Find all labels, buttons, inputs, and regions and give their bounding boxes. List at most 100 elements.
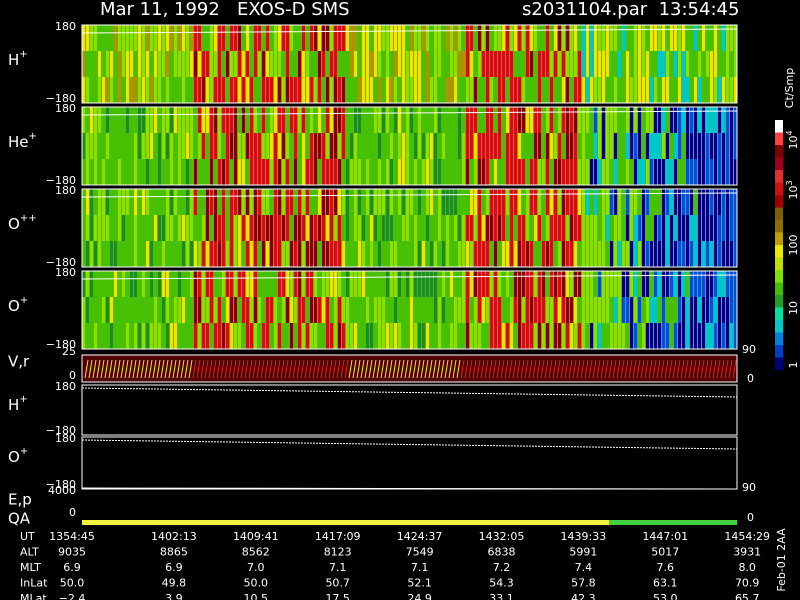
spectrogram-cell <box>126 77 129 104</box>
spectrogram-cell <box>434 77 437 104</box>
spectrogram-cell <box>698 107 701 134</box>
spectrogram-cell <box>642 77 645 104</box>
spectrogram-cell <box>594 241 597 268</box>
spectrogram-cell <box>430 241 433 268</box>
spectrogram-cell <box>110 77 113 104</box>
spectrogram-cell <box>362 107 365 134</box>
spectrogram-cell <box>358 107 361 134</box>
panel-label-base: H <box>8 51 19 69</box>
spectrogram-cell <box>354 297 357 324</box>
spectrogram-cell <box>226 241 229 268</box>
trace <box>81 274 738 280</box>
spectrogram-cell <box>174 297 177 324</box>
spectrogram-cell <box>198 215 201 242</box>
vr-tick <box>376 359 381 379</box>
spectrogram-cell <box>298 241 301 268</box>
spectrogram-cell <box>246 297 249 324</box>
spectrogram-cell <box>366 159 369 186</box>
spectrogram-cell <box>110 51 113 78</box>
spectrogram-cell <box>262 241 265 268</box>
spectrogram-cell <box>90 297 93 324</box>
spectrogram-cell <box>522 133 525 160</box>
spectrogram-cell <box>702 241 705 268</box>
vr-tick <box>320 359 325 379</box>
spectrogram-cell <box>254 297 257 324</box>
spectrogram-cell <box>214 297 217 324</box>
spectrogram-cell <box>678 25 681 52</box>
spectrogram-cell <box>238 77 241 104</box>
spectrogram-cell <box>718 159 721 186</box>
spectrogram-cell <box>382 215 385 242</box>
spectrogram-cell <box>350 25 353 52</box>
vr-tick <box>648 359 653 379</box>
spectrogram-cell <box>670 271 673 298</box>
spectrogram-cell <box>230 107 233 134</box>
spectrogram-cell <box>422 215 425 242</box>
spectrogram-cell <box>694 297 697 324</box>
vr-tick <box>516 359 521 379</box>
spectrogram-cell <box>306 133 309 160</box>
spectrogram-cell <box>594 271 597 298</box>
spectrogram-cell <box>538 159 541 186</box>
vr-tick <box>124 359 129 379</box>
spectrogram-cell <box>486 297 489 324</box>
spectrogram-cell <box>210 77 213 104</box>
spectrogram-cell <box>198 271 201 298</box>
vr-tick <box>424 359 429 379</box>
spectrogram-cell <box>482 77 485 104</box>
spectrogram-cell <box>382 189 385 216</box>
spectrogram-cell <box>718 215 721 242</box>
spectrogram-cell <box>526 241 529 268</box>
spectrogram-cell <box>390 133 393 160</box>
spectrogram-cell <box>446 51 449 78</box>
spectrogram-cell <box>602 189 605 216</box>
spectrogram-cell <box>362 189 365 216</box>
vr-tick <box>108 359 113 379</box>
spectrogram-cell <box>342 271 345 298</box>
spectrogram-cell <box>582 189 585 216</box>
spectrogram-cell <box>366 271 369 298</box>
spectrogram-cell <box>650 77 653 104</box>
spectrogram-cell <box>694 25 697 52</box>
spectrogram-cell <box>134 159 137 186</box>
spectrogram-cell <box>526 25 529 52</box>
colorbar-cell <box>775 182 783 195</box>
spectrogram-cell <box>622 241 625 268</box>
spectrogram-cell <box>462 25 465 52</box>
spectrogram-cell <box>470 271 473 298</box>
spectrogram-cell <box>218 133 221 160</box>
spectrogram-cell <box>86 159 89 186</box>
spectrogram-cell <box>338 323 341 350</box>
spectrogram-cell <box>402 215 405 242</box>
spectrogram-cell <box>270 323 273 350</box>
spectrogram-cell <box>698 241 701 268</box>
spectrogram-cell <box>406 159 409 186</box>
vr-tick <box>644 359 649 379</box>
spectrogram-cell <box>102 215 105 242</box>
spectrogram-cell <box>338 159 341 186</box>
spectrogram-cell <box>226 25 229 52</box>
spectrogram-cell <box>490 271 493 298</box>
spectrogram-cell <box>466 77 469 104</box>
spectrogram-cell <box>546 133 549 160</box>
spectrogram-cell <box>222 323 225 350</box>
spectrogram-cell <box>626 159 629 186</box>
spectrogram-cell <box>686 159 689 186</box>
spectrogram-cell <box>674 51 677 78</box>
spectrogram-cell <box>618 271 621 298</box>
spectrogram-cell <box>578 51 581 78</box>
spectrogram-cell <box>386 189 389 216</box>
colorbar-label-text: 100 <box>787 235 800 256</box>
vr-tick <box>132 359 137 379</box>
spectrogram-cell <box>238 133 241 160</box>
spectrogram-cell <box>206 323 209 350</box>
spectrogram-cell <box>422 189 425 216</box>
spectrogram-cell <box>390 25 393 52</box>
spectrogram-cell <box>186 241 189 268</box>
axis-top: 180 <box>55 20 76 33</box>
spectrogram-cell <box>678 133 681 160</box>
spectrogram-cell <box>298 271 301 298</box>
spectrogram-cell <box>494 189 497 216</box>
spectrogram-cell <box>522 189 525 216</box>
spectrogram-cell <box>366 297 369 324</box>
